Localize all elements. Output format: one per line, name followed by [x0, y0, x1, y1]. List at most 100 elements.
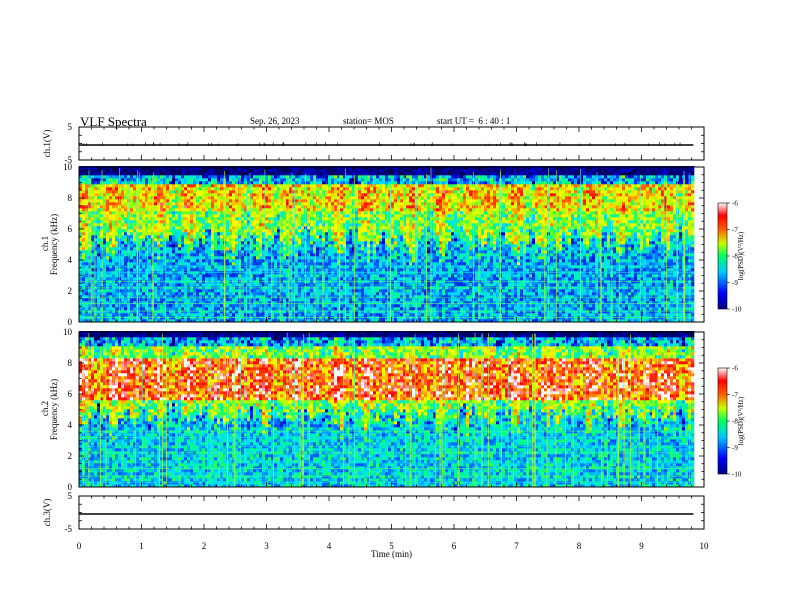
spectrogram-cell — [352, 241, 356, 245]
spectrogram-cell — [142, 193, 146, 197]
spectrogram-cell — [142, 169, 146, 173]
spectrogram-cell — [103, 181, 107, 185]
spectrogram-cell — [157, 214, 161, 218]
spectrogram-cell — [91, 268, 95, 272]
spectrogram-cell — [91, 214, 95, 218]
spectrogram-cell — [313, 256, 317, 260]
spectrogram-cell — [133, 166, 137, 170]
spectrogram-cell — [316, 295, 320, 299]
spectrogram-cell — [355, 175, 359, 179]
spectrogram-cell — [109, 196, 113, 200]
spectrogram-cell — [100, 298, 104, 302]
spectrogram-cell — [337, 259, 341, 263]
spectrogram-cell — [286, 220, 290, 224]
spectrogram-cell — [229, 187, 233, 191]
spectrogram-cell — [121, 304, 125, 308]
spectrogram-cell — [232, 259, 236, 263]
spectrogram-cell — [331, 304, 335, 308]
spectrogram-cell — [187, 247, 191, 251]
spectrogram-cell — [244, 184, 248, 188]
spectrogram-cell — [325, 169, 329, 173]
spectrogram-cell — [193, 250, 197, 254]
spectrogram-cell — [364, 289, 368, 293]
spectrogram-cell — [217, 274, 221, 278]
spectrogram-cell — [208, 295, 212, 299]
spectrogram-cell — [334, 244, 338, 248]
spectrogram-cell — [334, 223, 338, 227]
spectrogram-cell — [217, 169, 221, 173]
spectrogram-cell — [349, 232, 353, 236]
spectrogram-cell — [241, 211, 245, 215]
spectrogram-cell — [265, 172, 269, 176]
spectrogram-cell — [265, 235, 269, 239]
spectrogram-cell — [130, 313, 134, 317]
spectrogram-cell — [100, 256, 104, 260]
spectrogram-cell — [256, 253, 260, 257]
spectrogram-cell — [103, 298, 107, 302]
spectrogram-cell — [82, 214, 86, 218]
spectrogram-cell — [325, 172, 329, 176]
spectrogram-cell — [295, 295, 299, 299]
spectrogram-cell — [112, 274, 116, 278]
spectrogram-cell — [166, 193, 170, 197]
spectrogram-cell — [250, 292, 254, 296]
spectrogram-cell — [331, 175, 335, 179]
spectrogram-cell — [124, 301, 128, 305]
spectrogram-cell — [193, 235, 197, 239]
spectrogram-cell — [163, 235, 167, 239]
spectrogram-cell — [154, 274, 158, 278]
spectrogram-cell — [220, 292, 224, 296]
spectrogram-cell — [289, 211, 293, 215]
spectrogram-cell — [190, 313, 194, 317]
spectrogram-cell — [94, 235, 98, 239]
spectrogram-cell — [211, 166, 215, 170]
spectrogram-cell — [247, 274, 251, 278]
spectrogram-cell — [79, 307, 83, 311]
spectrogram-cell — [364, 304, 368, 308]
spectrogram-cell — [172, 184, 176, 188]
spectrogram-cell — [289, 256, 293, 260]
spectrogram-cell — [169, 268, 173, 272]
spectrogram-cell — [175, 199, 179, 203]
spectrogram-cell — [196, 307, 200, 311]
spectrogram-cell — [349, 202, 353, 206]
spectrogram-cell — [340, 289, 344, 293]
spectrogram-cell — [94, 244, 98, 248]
spectrogram-cell — [331, 187, 335, 191]
spectrogram-cell — [226, 250, 230, 254]
spectrogram-cell — [181, 283, 185, 287]
spectrogram-cell — [313, 292, 317, 296]
spectrogram-cell — [274, 208, 278, 212]
spectrogram-cell — [265, 289, 269, 293]
spectrogram-cell — [271, 238, 275, 242]
spectrogram-cell — [196, 244, 200, 248]
spectrogram-cell — [361, 184, 365, 188]
spectrogram-cell — [214, 304, 218, 308]
spectrogram-cell — [256, 214, 260, 218]
spectrogram-cell — [235, 292, 239, 296]
spectrogram-cell — [334, 283, 338, 287]
spectrogram-cell — [193, 247, 197, 251]
spectrogram-cell — [262, 310, 266, 314]
spectrogram-cell — [244, 220, 248, 224]
spectrogram-cell — [361, 214, 365, 218]
spectrogram-cell — [181, 319, 185, 323]
spectrogram-cell — [175, 274, 179, 278]
spectrogram-cell — [346, 313, 350, 317]
spectrogram-cell — [241, 166, 245, 170]
spectrogram-cell — [193, 172, 197, 176]
spectrogram-cell — [106, 256, 110, 260]
spectrogram-cell — [229, 217, 233, 221]
spectrogram-cell — [265, 274, 269, 278]
spectrogram-cell — [91, 190, 95, 194]
spectrogram-cell — [208, 184, 212, 188]
spectrogram-cell — [346, 187, 350, 191]
spectrogram-cell — [133, 304, 137, 308]
spectrogram-cell — [166, 172, 170, 176]
spectrogram-cell — [271, 193, 275, 197]
spectrogram-cell — [211, 277, 215, 281]
spectrogram-cell — [100, 187, 104, 191]
spectrogram-cell — [292, 238, 296, 242]
spectrogram-cell — [202, 253, 206, 257]
spectrogram-cell — [286, 298, 290, 302]
